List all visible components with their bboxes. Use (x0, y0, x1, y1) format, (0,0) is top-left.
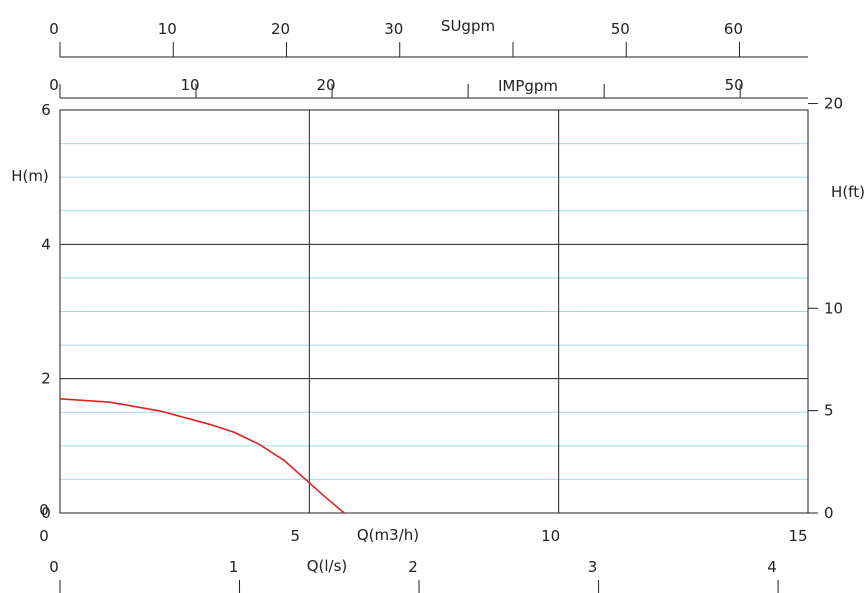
bottom-axis-q-ls: 0 1 2 3 4 Q(l/s) (49, 557, 779, 593)
pump-curve (59, 398, 345, 514)
bottom-axis-title: Q(m3/h) (357, 526, 419, 544)
impgpm-tick-label: 0 (49, 76, 59, 94)
major-gridlines (60, 110, 808, 513)
left-tick-label: 4 (41, 235, 51, 253)
usgpm-tick-label: 60 (724, 20, 743, 38)
impgpm-tick-label: 20 (317, 76, 336, 94)
bottom-tick-label: 10 (541, 527, 560, 545)
plot-border (59, 109, 809, 514)
usgpm-tick-label: 10 (158, 20, 177, 38)
left-tick-label: 0 (41, 504, 51, 522)
bottom2-tick-label: 2 (408, 558, 418, 576)
bottom2-tick-label: 4 (767, 558, 777, 576)
bottom2-axis-title: Q(l/s) (307, 557, 348, 575)
right-tick-label: 10 (824, 299, 843, 317)
right-tick-label: 0 (824, 504, 834, 522)
bottom-axis-q-m3h: 0 0 5 10 15 Q(m3/h) (39, 501, 807, 545)
bottom2-tick-label: 1 (229, 558, 239, 576)
plot-frame (59, 109, 809, 514)
pump-curve-line (59, 398, 345, 514)
bottom-tick-label: 5 (291, 527, 301, 545)
right-tick-label: 20 (824, 95, 843, 113)
usgpm-tick-label: 50 (611, 20, 630, 38)
bottom-tick-label: 0 (39, 501, 49, 519)
usgpm-tick-label: 0 (49, 20, 59, 38)
impgpm-axis-title: IMPgpm (498, 77, 558, 95)
right-axis-h-ft: 0 5 10 20 H(ft) (808, 95, 865, 522)
bottom2-tick-label: 0 (49, 558, 59, 576)
left-tick-label: 6 (41, 101, 51, 119)
top-axis-impgpm: 0 10 20 50 IMPgpm (49, 76, 808, 99)
usgpm-axis-title: SUgpm (441, 17, 495, 35)
impgpm-tick-label: 50 (725, 76, 744, 94)
usgpm-tick-label: 30 (384, 20, 403, 38)
bottom2-tick-label: 3 (588, 558, 598, 576)
impgpm-tick-label: 10 (180, 76, 199, 94)
right-axis-title: H(ft) (831, 183, 865, 201)
right-tick-label: 5 (824, 402, 834, 420)
bottom-tick-label: 0 (39, 527, 49, 545)
minor-gridlines (60, 143, 808, 480)
usgpm-tick-label: 20 (271, 20, 290, 38)
bottom-tick-label: 15 (788, 527, 807, 545)
left-axis-title: H(m) (11, 167, 49, 185)
left-axis-h-m: 0 2 4 6 H(m) (11, 101, 51, 522)
left-tick-label: 2 (41, 370, 51, 388)
top-axis-usgpm: 0 10 20 30 50 60 SUgpm (49, 17, 808, 58)
